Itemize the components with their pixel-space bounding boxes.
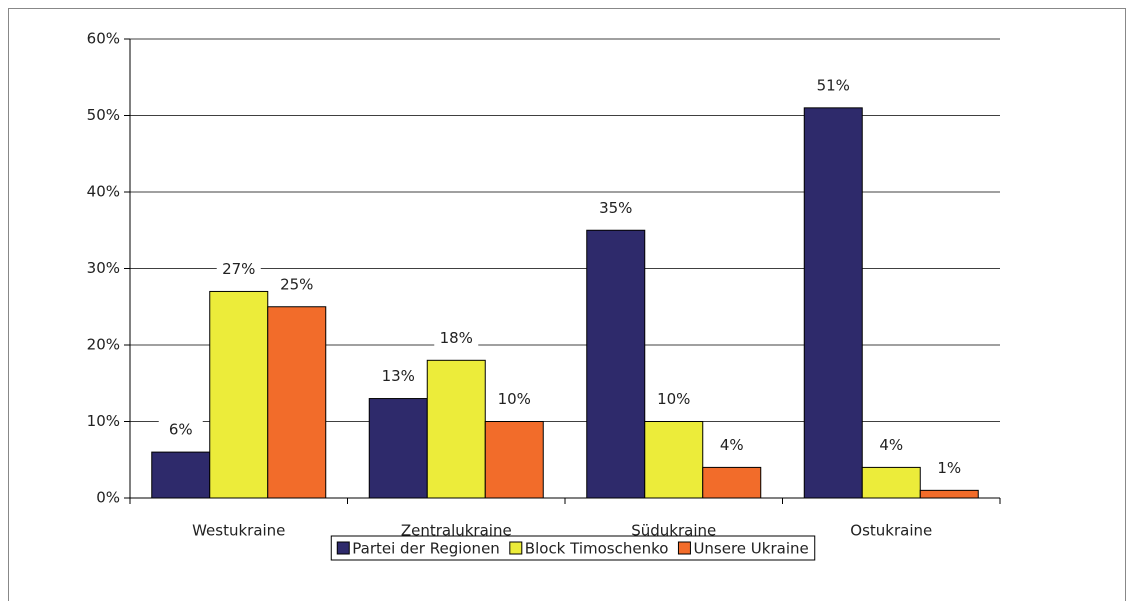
y-tick-label: 20% <box>87 336 120 354</box>
label-bg <box>492 388 537 411</box>
x-tick-label: Südukraine <box>631 522 716 540</box>
data-label: 10% <box>657 390 690 408</box>
bar <box>644 421 704 499</box>
y-tick-label: 10% <box>87 412 120 430</box>
data-label: 25% <box>280 275 313 293</box>
y-tick-label: 30% <box>87 259 120 277</box>
label-bg <box>651 388 696 411</box>
bar <box>586 229 646 499</box>
data-label: 35% <box>599 199 632 217</box>
label-bg <box>216 258 261 281</box>
legend-box <box>330 535 816 561</box>
bar <box>267 306 327 499</box>
data-label: 51% <box>817 76 850 94</box>
bar <box>484 421 544 499</box>
label-bg <box>274 273 319 296</box>
label-bg <box>158 419 203 442</box>
legend-swatch <box>509 541 523 555</box>
label-bg <box>434 327 479 350</box>
label-bg <box>709 434 754 457</box>
bar <box>702 466 762 499</box>
label-bg <box>376 365 421 388</box>
y-tick-label: 0% <box>96 489 120 507</box>
bar <box>426 359 486 499</box>
data-label: 13% <box>382 367 415 385</box>
data-label: 4% <box>879 436 903 454</box>
x-tick-label: Westukraine <box>192 522 285 540</box>
legend-label: Unsere Ukraine <box>693 540 808 558</box>
x-tick-label: Ostukraine <box>850 522 932 540</box>
data-label: 10% <box>498 390 531 408</box>
legend-label: Partei der Regionen <box>352 540 500 558</box>
y-tick-label: 60% <box>87 30 120 48</box>
label-bg <box>927 457 972 480</box>
frame <box>8 8 1126 605</box>
bar <box>368 398 428 499</box>
legend-swatch <box>677 541 691 555</box>
label-bg <box>593 197 638 220</box>
bar <box>209 290 269 499</box>
data-label: 6% <box>169 421 193 439</box>
bar <box>803 107 863 499</box>
label-bg <box>869 434 914 457</box>
bar <box>919 489 979 499</box>
bar <box>861 466 921 499</box>
legend-label: Block Timoschenko <box>525 540 669 558</box>
data-label: 4% <box>720 436 744 454</box>
data-label: 27% <box>222 260 255 278</box>
legend-swatch <box>336 541 350 555</box>
y-tick-label: 40% <box>87 183 120 201</box>
x-tick-label: Zentralukraine <box>401 522 512 540</box>
y-tick-label: 50% <box>87 106 120 124</box>
data-label: 18% <box>440 329 473 347</box>
data-label: 1% <box>937 459 961 477</box>
bar <box>151 451 211 499</box>
label-bg <box>811 74 856 97</box>
